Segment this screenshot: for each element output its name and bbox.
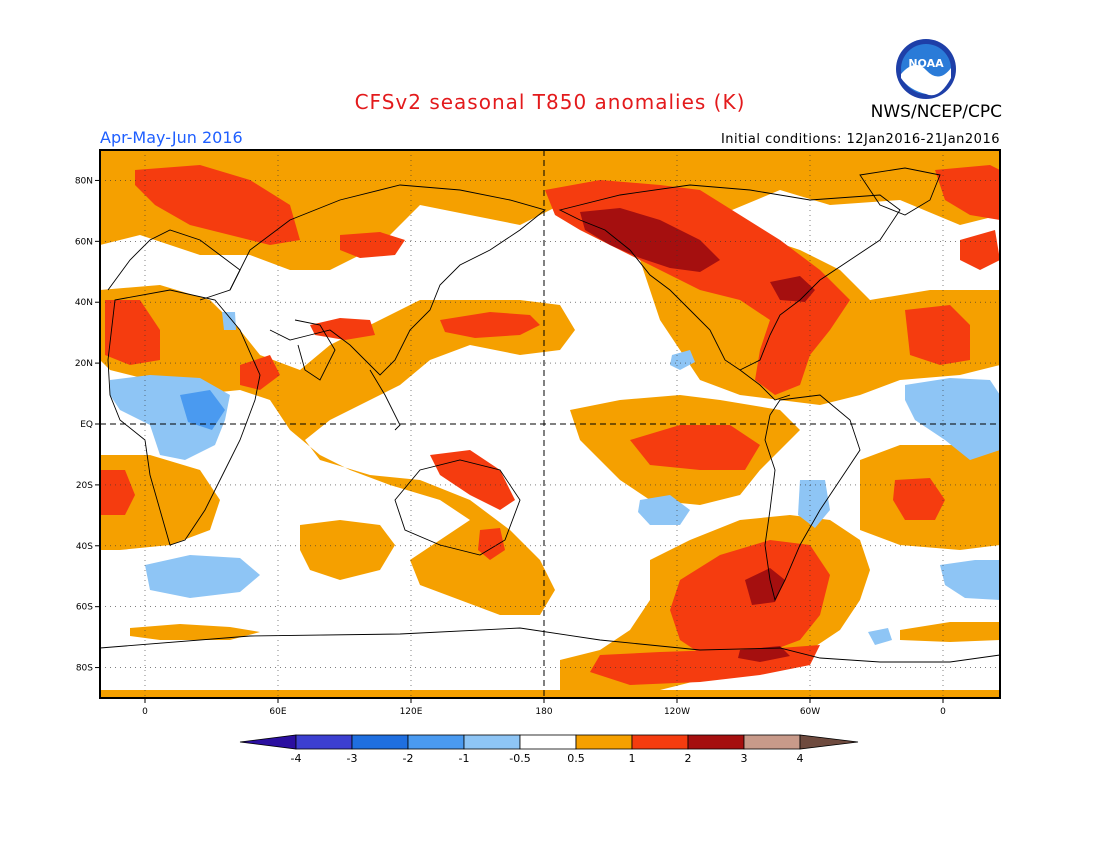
lat-label: 60N [75, 237, 93, 247]
organization-label: NWS/NCEP/CPC [870, 102, 1002, 122]
colorbar-tick-label: -0.5 [509, 752, 530, 765]
colorbar-segment [575, 734, 633, 750]
anomaly-blue-regions [180, 390, 225, 430]
coastlines [100, 167, 1000, 663]
lat-label: 20S [76, 481, 93, 491]
longitude-labels: 0 60E 120E 180 120W 60W 0 [142, 698, 946, 717]
lat-label: EQ [80, 420, 93, 430]
lat-label: 60S [76, 603, 93, 613]
colorbar-tick-label: -3 [347, 752, 358, 765]
colorbar-arrow-left [239, 734, 297, 750]
colorbar-arrow-right [799, 734, 859, 750]
map-title: CFSv2 seasonal T850 anomalies (K) [354, 90, 746, 114]
lon-label: 0 [940, 707, 946, 717]
logo-text: NOAA [908, 57, 944, 70]
lon-label: 120W [664, 707, 690, 717]
lon-label: 60E [269, 707, 286, 717]
lat-label: 20N [75, 359, 93, 369]
lat-label: 80N [75, 176, 93, 186]
colorbar-tick-label: -1 [459, 752, 470, 765]
colorbar-tick-label: -4 [291, 752, 302, 765]
latitude-labels: 80N 60N 40N 20N EQ 20S 40S 60S 80S [75, 176, 100, 674]
colorbar-segment [407, 734, 465, 750]
colorbar: -4 -3 -2 -1 -0.5 0.5 1 2 3 4 [239, 734, 859, 765]
period-label: Apr-May-Jun 2016 [100, 128, 243, 147]
lon-label: 60W [800, 707, 820, 717]
colorbar-tick-label: 4 [797, 752, 804, 765]
colorbar-segment [351, 734, 409, 750]
lon-label: 0 [142, 707, 148, 717]
colorbar-tick-label: 1 [629, 752, 636, 765]
colorbar-tick-label: 2 [685, 752, 692, 765]
lat-label: 40S [76, 542, 93, 552]
colorbar-segment [519, 734, 577, 750]
lon-label: 120E [400, 707, 423, 717]
graticule [100, 150, 1000, 698]
lon-label: 180 [535, 707, 552, 717]
initial-conditions-label: Initial conditions: 12Jan2016-21Jan2016 [720, 132, 1000, 147]
lat-label: 40N [75, 298, 93, 308]
colorbar-segment [463, 734, 521, 750]
colorbar-segment [631, 734, 689, 750]
anomaly-darkred-regions [580, 208, 815, 662]
colorbar-segment [295, 734, 353, 750]
colorbar-tick-label: 3 [741, 752, 748, 765]
lat-label: 80S [76, 664, 93, 674]
colorbar-tick-label: -2 [403, 752, 414, 765]
colorbar-segment [687, 734, 745, 750]
colorbar-segment [743, 734, 801, 750]
colorbar-tick-label: 0.5 [567, 752, 585, 765]
noaa-logo: NOAA [896, 39, 956, 99]
